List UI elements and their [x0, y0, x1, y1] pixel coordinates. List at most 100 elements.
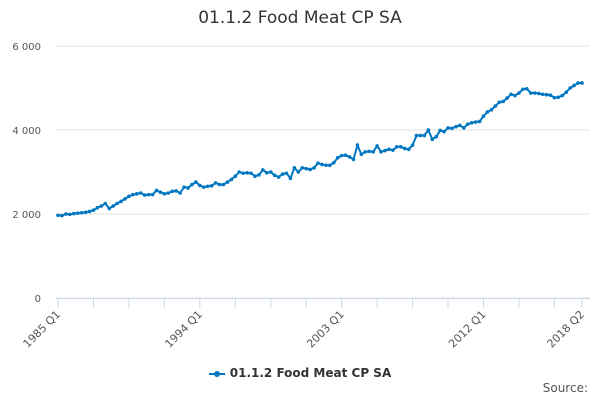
data-point [328, 163, 332, 168]
data-point [532, 91, 537, 95]
data-point [339, 153, 344, 158]
data-point [418, 133, 423, 138]
data-point [91, 208, 96, 213]
data-point [127, 194, 131, 199]
data-point [521, 87, 525, 92]
data-point [493, 104, 498, 108]
data-point [576, 81, 580, 85]
data-point [150, 192, 155, 197]
data-point [367, 149, 372, 154]
data-point [79, 210, 84, 215]
data-point [241, 171, 245, 176]
data-point [174, 189, 178, 193]
data-point [146, 192, 151, 197]
data-point [426, 128, 431, 132]
data-point [166, 191, 171, 195]
data-point [525, 87, 529, 91]
legend-swatch-icon [208, 370, 225, 377]
data-point [371, 150, 375, 154]
data-point [68, 212, 72, 217]
data-point [359, 152, 364, 157]
data-point [115, 201, 119, 206]
x-tick-label: 2003 Q1 [304, 308, 347, 351]
data-point [331, 160, 336, 165]
data-point [458, 123, 462, 128]
data-point [154, 188, 159, 193]
data-point [71, 211, 76, 216]
data-point [221, 182, 226, 187]
data-point [245, 171, 249, 175]
y-tick-label: 2 000 [12, 210, 41, 221]
data-point [335, 155, 340, 160]
data-point [170, 189, 175, 194]
data-point [312, 166, 316, 170]
data-point [198, 183, 202, 188]
data-point [261, 168, 265, 172]
data-point [489, 108, 494, 112]
data-point [217, 182, 222, 187]
data-point [568, 86, 572, 90]
data-point [284, 171, 289, 176]
y-tick-label: 6 000 [12, 42, 41, 53]
data-point [462, 126, 466, 130]
data-point [430, 137, 435, 142]
data-point [497, 100, 502, 105]
data-point [446, 126, 450, 130]
data-point [454, 124, 458, 129]
data-point [272, 173, 277, 178]
data-point [194, 180, 198, 184]
data-point [253, 174, 257, 178]
data-point [131, 192, 135, 197]
data-point [107, 206, 112, 211]
data-point [442, 129, 446, 134]
data-point [182, 185, 186, 189]
data-point [517, 91, 521, 95]
data-point [395, 145, 399, 149]
data-point [363, 150, 368, 154]
data-point [536, 91, 541, 96]
data-point [83, 210, 88, 215]
data-point [556, 95, 561, 100]
data-point [134, 192, 139, 196]
data-point [355, 143, 360, 147]
data-point [213, 181, 218, 185]
data-point [509, 92, 513, 97]
data-point [233, 174, 238, 178]
data-point [477, 119, 482, 124]
data-point [513, 93, 517, 98]
data-point [316, 161, 320, 165]
data-point [391, 148, 395, 152]
data-point [60, 213, 64, 218]
data-point [119, 199, 123, 204]
data-point [351, 157, 356, 162]
data-point [548, 93, 553, 97]
data-point [142, 193, 147, 197]
data-point [123, 197, 127, 201]
data-point [406, 147, 411, 152]
data-point [280, 172, 285, 176]
data-point [64, 212, 68, 216]
data-point [422, 133, 427, 138]
data-point [229, 177, 234, 182]
data-point [103, 201, 108, 206]
legend-item[interactable]: 01.1.2 Food Meat CP SA [0, 366, 600, 380]
data-point [560, 93, 565, 98]
data-point [324, 163, 328, 168]
data-point [178, 191, 182, 195]
data-point [190, 182, 194, 187]
x-tick-label: 2018 Q2 [545, 308, 588, 351]
chart-title: 01.1.2 Food Meat CP SA [198, 8, 402, 28]
data-point [387, 147, 391, 152]
data-point [540, 92, 545, 97]
data-point [398, 145, 403, 149]
data-point [465, 122, 470, 126]
data-point [501, 99, 506, 104]
data-point [87, 209, 92, 214]
data-point [379, 150, 383, 154]
data-point [99, 204, 104, 208]
data-point [186, 186, 190, 190]
data-point [300, 166, 305, 170]
data-point [249, 171, 253, 176]
source-label: Source: [542, 381, 588, 395]
